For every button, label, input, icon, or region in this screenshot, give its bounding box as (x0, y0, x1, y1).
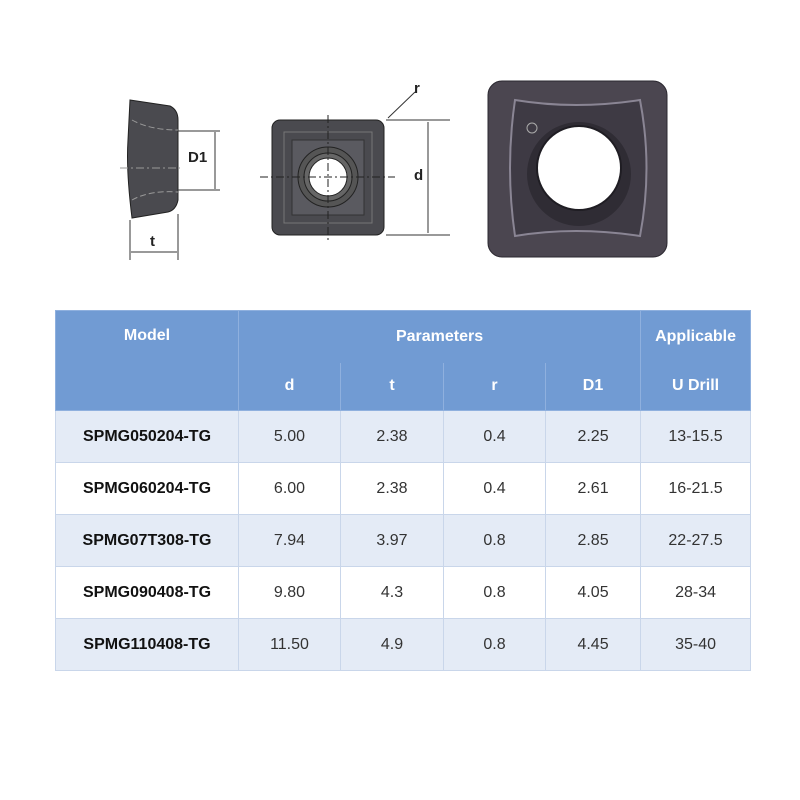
table-row: SPMG110408-TG 11.50 4.9 0.8 4.45 35-40 (55, 618, 752, 671)
cell-model: SPMG07T308-TG (55, 514, 239, 567)
label-t: t (150, 233, 155, 250)
cell-u-drill: 35-40 (640, 618, 752, 671)
header-applicable: Applicable (640, 310, 752, 363)
header-r: r (443, 362, 546, 411)
cell-u-drill: 28-34 (640, 566, 752, 619)
cell-t: 2.38 (340, 462, 444, 515)
table-row: SPMG07T308-TG 7.94 3.97 0.8 2.85 22-27.5 (55, 514, 752, 567)
cell-r: 0.8 (443, 618, 546, 671)
cell-t: 4.9 (340, 618, 444, 671)
label-r: r (414, 80, 420, 97)
table-row: SPMG060204-TG 6.00 2.38 0.4 2.61 16-21.5 (55, 462, 752, 515)
cell-model: SPMG050204-TG (55, 410, 239, 463)
cell-r: 0.4 (443, 410, 546, 463)
cell-u-drill: 22-27.5 (640, 514, 752, 567)
cell-d: 5.00 (238, 410, 341, 463)
header-parameters: Parameters (237, 310, 642, 363)
insert-top-view-drawing (260, 91, 450, 240)
insert-side-view-drawing (120, 99, 220, 260)
table-row: SPMG090408-TG 9.80 4.3 0.8 4.05 28-34 (55, 566, 752, 619)
cell-t: 3.97 (340, 514, 444, 567)
cell-model: SPMG110408-TG (55, 618, 239, 671)
cell-t: 2.38 (340, 410, 444, 463)
cell-D1: 4.45 (544, 618, 642, 671)
cell-d: 9.80 (238, 566, 341, 619)
table-row: SPMG050204-TG 5.00 2.38 0.4 2.25 13-15.5 (55, 410, 752, 463)
cell-u-drill: 13-15.5 (640, 410, 752, 463)
cell-D1: 2.25 (544, 410, 642, 463)
cell-D1: 2.61 (544, 462, 642, 515)
cell-model: SPMG090408-TG (55, 566, 239, 619)
header-t: t (340, 362, 444, 411)
header-d: d (238, 362, 341, 411)
cell-d: 6.00 (238, 462, 341, 515)
label-D1: D1 (188, 149, 208, 166)
header-model: Model (55, 310, 239, 411)
header-D1: D1 (544, 362, 642, 411)
cell-D1: 4.05 (544, 566, 642, 619)
cell-d: 7.94 (238, 514, 341, 567)
cell-r: 0.4 (443, 462, 546, 515)
cell-u-drill: 16-21.5 (640, 462, 752, 515)
specification-table: Model Parameters Applicable d t r D1 U D… (55, 310, 752, 671)
cell-r: 0.8 (443, 566, 546, 619)
cell-d: 11.50 (238, 618, 341, 671)
cell-r: 0.8 (443, 514, 546, 567)
label-d: d (414, 167, 424, 184)
cell-D1: 2.85 (544, 514, 642, 567)
insert-product-photo (487, 80, 668, 258)
cell-model: SPMG060204-TG (55, 462, 239, 515)
header-u-drill: U Drill (640, 362, 752, 411)
cell-t: 4.3 (340, 566, 444, 619)
